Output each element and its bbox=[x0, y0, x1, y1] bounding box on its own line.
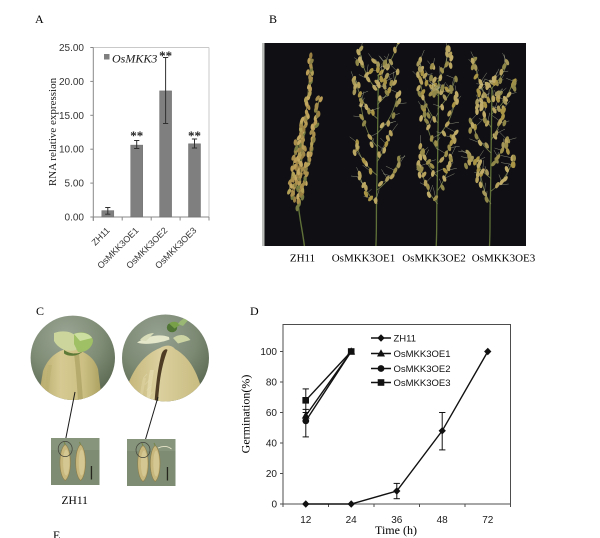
svg-text:36: 36 bbox=[391, 515, 403, 526]
svg-text:A: A bbox=[35, 12, 44, 26]
svg-text:12: 12 bbox=[300, 515, 312, 526]
svg-text:60: 60 bbox=[266, 408, 278, 419]
svg-text:OsMKK3OE3: OsMKK3OE3 bbox=[394, 378, 451, 389]
svg-text:OsMKK3OE3: OsMKK3OE3 bbox=[472, 253, 536, 265]
svg-text:**: ** bbox=[130, 128, 143, 143]
svg-text:ZH11: ZH11 bbox=[394, 334, 417, 345]
svg-text:10.00: 10.00 bbox=[59, 145, 84, 156]
svg-text:ZH11: ZH11 bbox=[61, 495, 88, 507]
svg-text:15.00: 15.00 bbox=[59, 111, 84, 122]
svg-text:OsMKK3OE1: OsMKK3OE1 bbox=[394, 349, 451, 360]
svg-text:ZH11: ZH11 bbox=[290, 253, 315, 265]
svg-text:48: 48 bbox=[437, 515, 449, 526]
svg-text:B: B bbox=[269, 12, 277, 26]
svg-text:Germination(%): Germination(%) bbox=[239, 375, 253, 454]
svg-text:5.00: 5.00 bbox=[65, 179, 85, 190]
svg-text:OsMKK3OE2: OsMKK3OE2 bbox=[394, 364, 451, 375]
svg-text:25.00: 25.00 bbox=[59, 43, 84, 54]
svg-text:24: 24 bbox=[346, 515, 358, 526]
svg-text:OsMKK3OE1: OsMKK3OE1 bbox=[332, 253, 396, 265]
svg-text:D: D bbox=[250, 304, 259, 318]
svg-text:Time (h): Time (h) bbox=[375, 523, 417, 537]
svg-text:E: E bbox=[53, 528, 60, 538]
svg-text:C: C bbox=[36, 304, 44, 318]
svg-text:0.00: 0.00 bbox=[65, 213, 85, 224]
svg-text:72: 72 bbox=[482, 515, 494, 526]
svg-text:40: 40 bbox=[266, 439, 278, 450]
svg-text:100: 100 bbox=[260, 347, 277, 358]
svg-text:0: 0 bbox=[271, 500, 277, 511]
svg-text:OsMKK3: OsMKK3 bbox=[112, 52, 157, 66]
svg-text:80: 80 bbox=[266, 378, 278, 389]
svg-text:RNA relative expression: RNA relative expression bbox=[47, 77, 59, 186]
svg-text:OsMKK3OE2: OsMKK3OE2 bbox=[402, 253, 466, 265]
svg-text:20: 20 bbox=[266, 469, 278, 480]
svg-text:20.00: 20.00 bbox=[59, 77, 84, 88]
svg-text:**: ** bbox=[188, 128, 201, 143]
svg-text:**: ** bbox=[159, 48, 172, 63]
